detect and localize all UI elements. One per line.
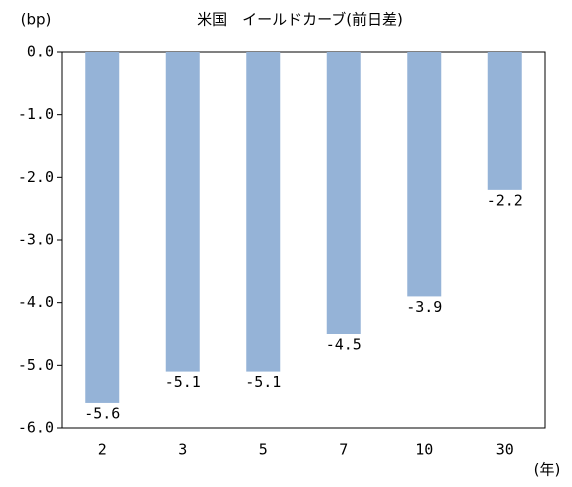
- data-label: -5.1: [165, 373, 201, 391]
- y-tick-label: -1.0: [18, 105, 54, 123]
- data-label: -5.1: [245, 373, 281, 391]
- x-tick-label: 7: [339, 441, 348, 459]
- x-tick-label: 5: [259, 441, 268, 459]
- plot-frame: [61, 51, 546, 429]
- x-tick-label: 10: [415, 441, 433, 459]
- y-tick-label: -4.0: [18, 293, 54, 311]
- chart-title: 米国 イールドカーブ(前日差): [197, 11, 403, 29]
- bar: [326, 52, 361, 334]
- bar: [246, 52, 281, 372]
- x-tick-label: 30: [496, 441, 514, 459]
- y-tick-label: -5.0: [18, 356, 54, 374]
- bar: [407, 52, 442, 297]
- y-tick-label: 0.0: [27, 43, 54, 61]
- y-unit: (bp): [21, 11, 52, 29]
- data-label: -2.2: [487, 191, 523, 209]
- x-tick-label: 3: [178, 441, 187, 459]
- y-tick-label: -2.0: [18, 168, 54, 186]
- x-unit: (年): [534, 461, 561, 479]
- bar: [85, 52, 120, 403]
- y-tick-label: -3.0: [18, 231, 54, 249]
- bar: [165, 52, 200, 372]
- y-tick-label: -6.0: [18, 419, 54, 437]
- data-label: -5.6: [84, 404, 120, 422]
- data-label: -4.5: [326, 336, 362, 354]
- data-label: -3.9: [406, 298, 442, 316]
- x-tick-label: 2: [98, 441, 107, 459]
- bar: [487, 52, 522, 190]
